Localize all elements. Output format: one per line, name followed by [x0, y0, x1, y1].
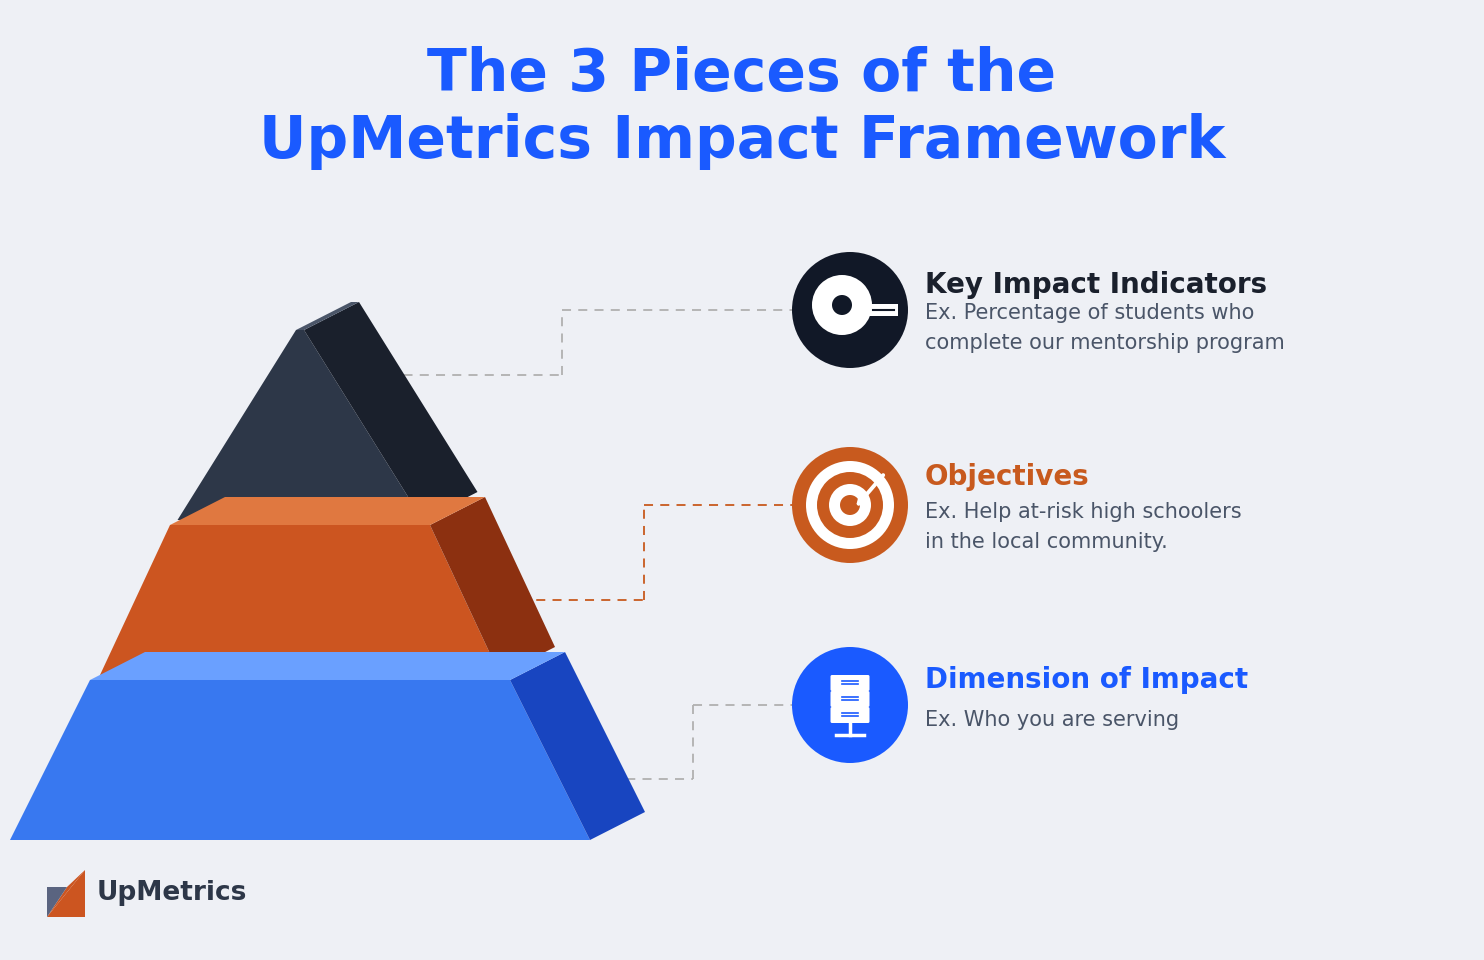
Text: UpMetrics: UpMetrics — [96, 880, 248, 906]
Text: Objectives: Objectives — [925, 463, 1089, 491]
Text: UpMetrics Impact Framework: UpMetrics Impact Framework — [258, 113, 1226, 171]
Circle shape — [830, 484, 871, 526]
Polygon shape — [91, 652, 565, 680]
Circle shape — [812, 275, 873, 335]
Polygon shape — [10, 680, 591, 840]
Circle shape — [792, 647, 908, 763]
Polygon shape — [47, 870, 85, 917]
Text: Ex. Help at-risk high schoolers
in the local community.: Ex. Help at-risk high schoolers in the l… — [925, 502, 1242, 552]
Circle shape — [792, 252, 908, 368]
Polygon shape — [304, 302, 478, 520]
Circle shape — [792, 447, 908, 563]
FancyBboxPatch shape — [831, 707, 870, 723]
Text: The 3 Pieces of the: The 3 Pieces of the — [427, 46, 1057, 104]
Circle shape — [806, 461, 893, 549]
Polygon shape — [47, 887, 67, 917]
Circle shape — [840, 495, 861, 515]
Polygon shape — [171, 497, 485, 525]
Text: Key Impact Indicators: Key Impact Indicators — [925, 271, 1267, 299]
Text: Dimension of Impact: Dimension of Impact — [925, 666, 1248, 694]
Polygon shape — [47, 870, 85, 917]
Text: Ex. Percentage of students who
complete our mentorship program: Ex. Percentage of students who complete … — [925, 303, 1285, 352]
FancyBboxPatch shape — [831, 675, 870, 691]
Circle shape — [833, 295, 852, 315]
Polygon shape — [430, 497, 555, 675]
Polygon shape — [178, 330, 423, 520]
Polygon shape — [295, 302, 359, 330]
Polygon shape — [510, 652, 646, 840]
Polygon shape — [99, 525, 500, 675]
Text: Ex. Who you are serving: Ex. Who you are serving — [925, 710, 1180, 730]
FancyBboxPatch shape — [831, 691, 870, 707]
Circle shape — [818, 472, 883, 538]
Polygon shape — [870, 304, 898, 316]
